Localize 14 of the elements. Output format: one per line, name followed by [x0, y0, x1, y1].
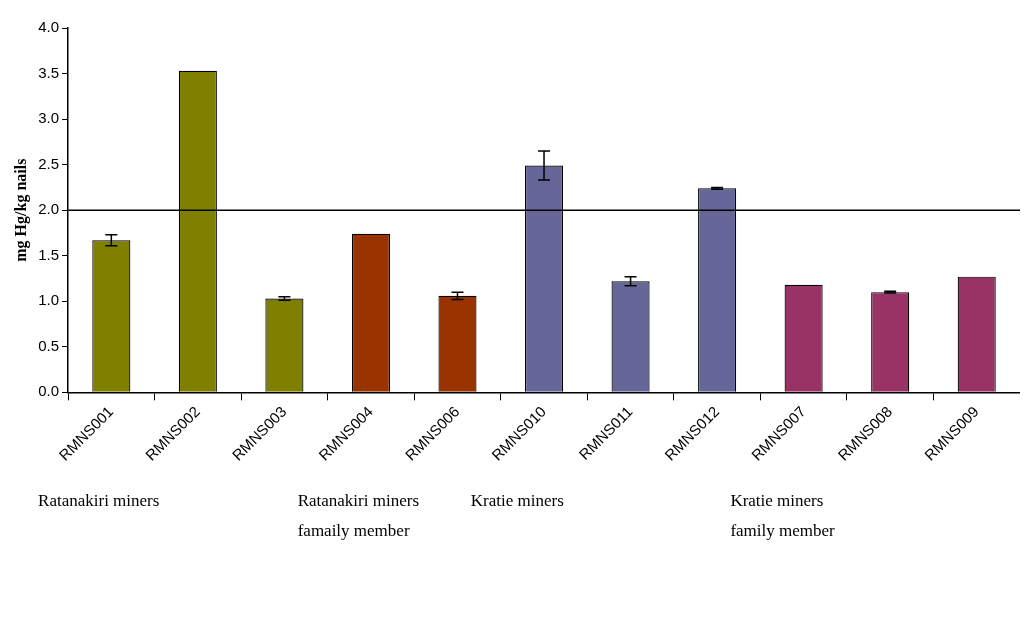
y-axis-title: mg Hg/kg nails [11, 158, 30, 262]
y-tick-label: 3.5 [38, 63, 60, 81]
text: Ratanakiri miners [38, 490, 160, 512]
text: Kratie miners [470, 490, 564, 512]
text: Kratie miners family member [730, 490, 835, 542]
y-tick-label: 2.0 [38, 200, 60, 218]
y-tick-label: 0.0 [38, 382, 60, 400]
y-tick-label: 1.5 [38, 245, 60, 263]
y-tick-label: 2.5 [38, 154, 60, 172]
text: Ratanakiri miners famaily member [297, 490, 419, 542]
y-tick-label: 4.0 [38, 18, 60, 36]
y-tick-label: 1.0 [38, 291, 60, 309]
y-tick-label: 0.5 [38, 336, 60, 354]
y-tick-label: 3.0 [38, 109, 60, 127]
